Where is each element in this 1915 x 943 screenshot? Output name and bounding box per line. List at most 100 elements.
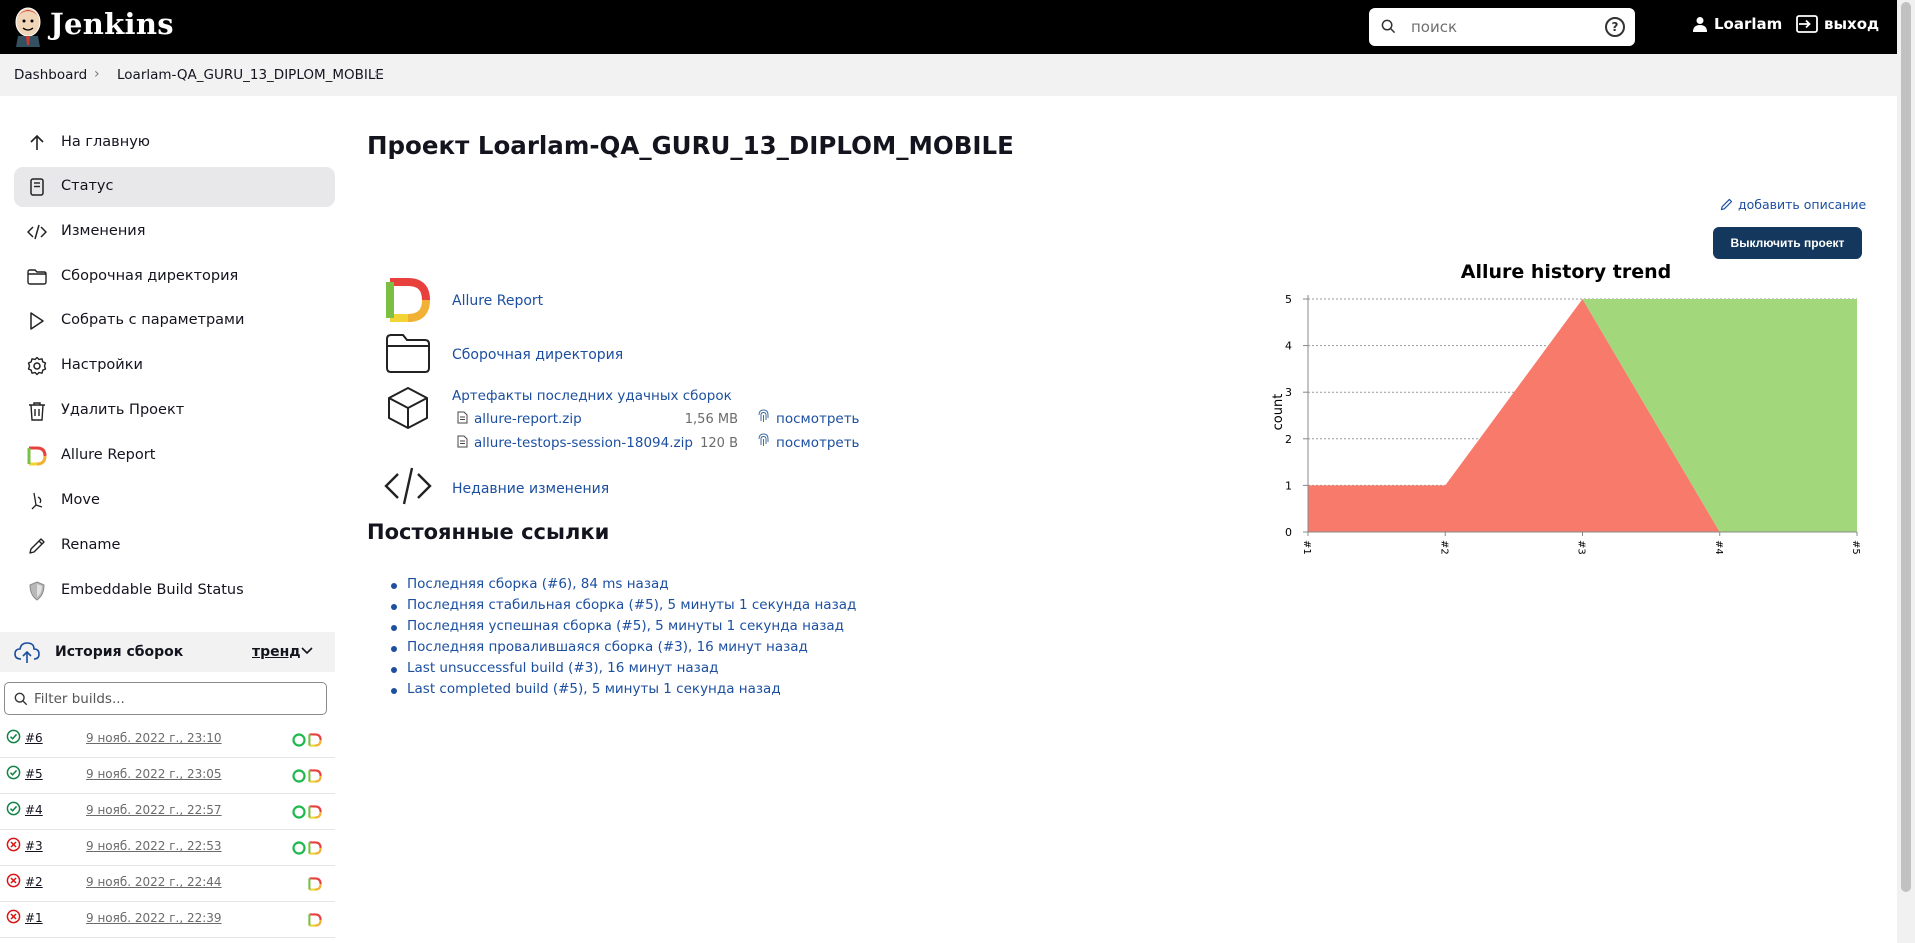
build-number-link[interactable]: #4 (25, 803, 43, 817)
permalinks-title: Постоянные ссылки (367, 520, 610, 544)
trend-link[interactable]: тренд (252, 644, 301, 660)
sidebar-item-workspace[interactable]: Сборочная директория (14, 257, 335, 297)
sidebar-item-move[interactable]: Move (14, 481, 335, 521)
permalink-last-completed-build[interactable]: Last completed build (#5), 5 минуты 1 се… (407, 681, 781, 697)
allure-icon[interactable] (308, 769, 322, 783)
chevron-right-icon[interactable]: › (94, 66, 100, 82)
jenkins-logo[interactable] (12, 5, 44, 47)
x-tick-label: #4 (1713, 540, 1724, 555)
build-date-link[interactable]: 9 нояб. 2022 г., 23:05 (86, 767, 222, 781)
build-row: #4 9 нояб. 2022 г., 22:57 (0, 794, 335, 830)
artifact-link[interactable]: allure-report.zip (474, 411, 582, 427)
list-item: Последняя провалившаяся сборка (#3), 16 … (390, 639, 856, 660)
artifact-size: 1,56 MB (684, 412, 738, 427)
search-input[interactable]: поиск (1411, 18, 1458, 36)
build-row: #6 9 нояб. 2022 г., 23:10 (0, 722, 335, 758)
testops-icon[interactable] (292, 769, 306, 783)
breadcrumb-dashboard[interactable]: Dashboard (14, 67, 88, 83)
shield-icon (27, 581, 47, 601)
x-tick-label: #2 (1438, 540, 1449, 555)
y-tick-label: 3 (1285, 386, 1292, 399)
workspace-link[interactable]: Сборочная директория (452, 347, 624, 363)
trash-icon (27, 401, 47, 421)
permalink-last-build[interactable]: Последняя сборка (#6), 84 ms назад (407, 576, 669, 592)
list-item: Last unsuccessful build (#3), 16 минут н… (390, 660, 856, 681)
chart-series-area (1308, 299, 1857, 532)
allure-icon[interactable] (308, 841, 322, 855)
breadcrumb-project[interactable]: Loarlam-QA_GURU_13_DIPLOM_MOBILE (117, 67, 384, 83)
permalink-last-successful-build[interactable]: Последняя успешная сборка (#5), 5 минуты… (407, 618, 845, 634)
search-box[interactable]: поиск ? (1369, 8, 1635, 46)
failed-icon (6, 873, 21, 888)
recent-changes-link[interactable]: Недавние изменения (452, 481, 610, 497)
permalink-last-stable-build[interactable]: Последняя стабильная сборка (#5), 5 мину… (407, 597, 857, 613)
allure-icon[interactable] (308, 913, 322, 927)
allure-icon (386, 278, 430, 322)
sidebar-item-settings[interactable]: Настройки (14, 346, 335, 386)
sidebar-item-rename[interactable]: Rename (14, 526, 335, 566)
sidebar-item-allure-report[interactable]: Allure Report (14, 436, 335, 476)
y-tick-label: 5 (1285, 293, 1292, 306)
allure-report-link[interactable]: Allure Report (452, 293, 544, 309)
testops-icon[interactable] (292, 733, 306, 747)
sidebar-item-label: Embeddable Build Status (61, 582, 244, 598)
allure-history-trend-chart[interactable]: Allure history trend count 0 1 2 3 4 5 #1 #2 #3 #… (1260, 255, 1870, 565)
sidebar-item-delete-project[interactable]: Удалить Проект (14, 391, 335, 431)
chevron-right-icon[interactable]: › (374, 66, 380, 82)
fingerprint-icon[interactable] (757, 432, 770, 447)
logout-link[interactable]: выход (1796, 15, 1879, 33)
build-number-link[interactable]: #1 (25, 911, 43, 925)
pencil-icon (27, 536, 47, 556)
user-link[interactable]: Loarlam (1692, 15, 1782, 33)
user-name: Loarlam (1714, 15, 1783, 33)
view-fingerprint-link[interactable]: посмотреть (776, 435, 860, 451)
filter-builds-input[interactable]: Filter builds... (4, 682, 327, 715)
x-tick-label: #3 (1576, 540, 1587, 555)
play-icon (27, 311, 47, 331)
file-icon (457, 435, 468, 448)
testops-icon[interactable] (292, 805, 306, 819)
folder-icon (386, 334, 430, 373)
sidebar-item-status[interactable]: Статус (14, 167, 335, 207)
build-number-link[interactable]: #5 (25, 767, 43, 781)
help-icon[interactable]: ? (1605, 17, 1625, 37)
chevron-down-icon[interactable] (301, 647, 313, 655)
package-icon (388, 387, 428, 429)
gear-icon (27, 356, 47, 376)
filter-builds-placeholder: Filter builds... (34, 691, 125, 707)
sidebar-item-home[interactable]: На главную (14, 123, 335, 163)
testops-icon[interactable] (292, 841, 306, 855)
fingerprint-icon[interactable] (757, 408, 770, 423)
artifacts-link[interactable]: Артефакты последних удачных сборок (452, 388, 732, 404)
build-row: #5 9 нояб. 2022 г., 23:05 (0, 758, 335, 794)
build-date-link[interactable]: 9 нояб. 2022 г., 22:57 (86, 803, 222, 817)
build-number-link[interactable]: #2 (25, 875, 43, 889)
sidebar-item-embeddable-build-status[interactable]: Embeddable Build Status (14, 571, 335, 611)
allure-icon[interactable] (308, 733, 322, 747)
build-date-link[interactable]: 9 нояб. 2022 г., 22:39 (86, 911, 222, 925)
list-item: Последняя стабильная сборка (#5), 5 мину… (390, 597, 857, 618)
sidebar-item-label: Собрать с параметрами (61, 312, 245, 328)
file-icon (457, 411, 468, 424)
disable-project-button[interactable]: Выключить проект (1713, 227, 1862, 259)
jenkins-brand[interactable]: Jenkins (50, 7, 174, 41)
allure-icon[interactable] (308, 805, 322, 819)
build-badges (292, 805, 322, 819)
sidebar-item-changes[interactable]: Изменения (14, 212, 335, 252)
move-icon (27, 491, 47, 511)
permalink-last-failed-build[interactable]: Последняя провалившаяся сборка (#3), 16 … (407, 639, 808, 655)
sidebar-item-label: Статус (61, 178, 114, 194)
build-number-link[interactable]: #3 (25, 839, 43, 853)
permalink-last-unsuccessful-build[interactable]: Last unsuccessful build (#3), 16 минут н… (407, 660, 719, 676)
view-fingerprint-link[interactable]: посмотреть (776, 411, 860, 427)
build-date-link[interactable]: 9 нояб. 2022 г., 22:53 (86, 839, 222, 853)
add-description-link[interactable]: добавить описание (1720, 197, 1866, 212)
allure-icon[interactable] (308, 877, 322, 891)
build-number-link[interactable]: #6 (25, 731, 43, 745)
code-icon (27, 222, 47, 242)
artifact-link[interactable]: allure-testops-session-18094.zip (474, 435, 693, 451)
scrollbar-thumb[interactable] (1901, 2, 1911, 892)
build-date-link[interactable]: 9 нояб. 2022 г., 22:44 (86, 875, 222, 889)
sidebar-item-build-with-params[interactable]: Собрать с параметрами (14, 301, 335, 341)
build-date-link[interactable]: 9 нояб. 2022 г., 23:10 (86, 731, 222, 745)
